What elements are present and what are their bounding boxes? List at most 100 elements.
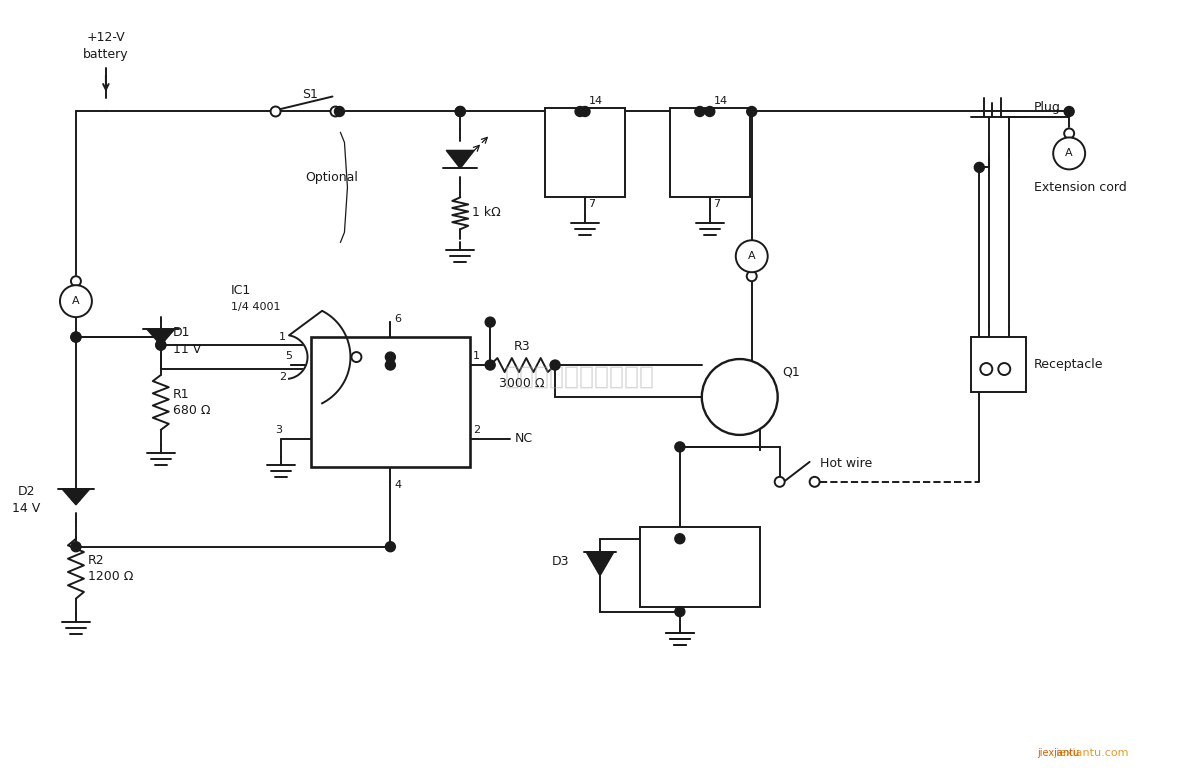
Text: battery: battery [83,48,128,61]
Circle shape [385,542,395,552]
Circle shape [156,340,166,350]
Bar [640,527,760,607]
Circle shape [980,363,992,375]
Circle shape [455,106,466,117]
Text: Optional: Optional [306,171,359,184]
Polygon shape [146,329,175,345]
Text: 4001: 4001 [568,155,602,169]
Text: 14: 14 [589,96,604,106]
Text: D1: D1 [173,326,191,339]
Text: jiexiantu.com: jiexiantu.com [1054,748,1129,758]
Circle shape [702,359,778,435]
Text: jiexiantu: jiexiantu [1037,748,1079,758]
Circle shape [550,360,560,370]
Circle shape [71,276,80,286]
Circle shape [71,542,80,552]
Text: K1: K1 [716,545,733,558]
Circle shape [270,106,281,117]
Text: Q1: Q1 [782,365,800,378]
Text: 2: 2 [473,425,480,435]
Text: Plug: Plug [1034,101,1061,114]
Text: Extension cord: Extension cord [1034,181,1127,193]
Circle shape [1064,106,1074,117]
Text: N 0: N 0 [714,565,736,578]
Text: 5: 5 [286,351,293,361]
Text: R1: R1 [173,388,190,402]
Bar [971,337,1026,392]
Circle shape [71,332,80,342]
Bar [311,337,470,467]
Circle shape [674,534,685,544]
Bar [670,107,750,197]
Text: R2: R2 [88,554,104,567]
Circle shape [385,352,395,362]
Text: 1/4 4001: 1/4 4001 [230,302,280,312]
Polygon shape [586,552,614,576]
Text: A: A [748,251,756,261]
Text: 3: 3 [364,341,371,351]
Circle shape [746,271,757,281]
Text: IC1: IC1 [574,135,596,149]
Circle shape [385,360,395,370]
Text: Hot wire: Hot wire [820,457,872,470]
Circle shape [156,332,166,342]
Circle shape [1064,128,1074,138]
Circle shape [485,317,496,327]
Text: 14 V: 14 V [12,502,40,515]
Circle shape [1054,138,1085,169]
Text: 1200 Ω: 1200 Ω [88,570,133,584]
Text: Q: Q [437,352,448,366]
Circle shape [674,442,685,452]
Text: 杭州将睿科技有限公司: 杭州将睿科技有限公司 [505,365,655,389]
Text: S: S [386,342,395,356]
Circle shape [60,285,92,317]
Circle shape [775,477,785,487]
Circle shape [485,360,496,370]
Text: 4013: 4013 [692,155,727,169]
Text: 3: 3 [276,425,282,435]
Circle shape [974,162,984,172]
Text: IC2: IC2 [379,380,402,394]
Text: 6: 6 [395,314,401,324]
Text: 1: 1 [473,351,480,361]
Circle shape [575,106,586,117]
Circle shape [746,106,757,117]
Circle shape [704,106,715,117]
Text: A: A [72,296,79,306]
Circle shape [352,352,361,362]
Circle shape [71,492,80,502]
Circle shape [455,106,466,117]
Text: $\bar{Q}$: $\bar{Q}$ [436,430,449,448]
Text: NC: NC [515,433,533,445]
Text: 1: 1 [280,332,286,342]
Text: D3: D3 [551,556,569,568]
Text: 7: 7 [713,200,720,209]
Text: D2: D2 [17,486,35,498]
Text: 2: 2 [278,372,286,382]
Text: C: C [334,432,343,446]
Text: 1/2 4013: 1/2 4013 [362,400,418,413]
Text: 11 V: 11 V [173,343,202,356]
Circle shape [156,340,166,350]
Text: 1 kΩ: 1 kΩ [473,206,500,219]
Text: IC2: IC2 [698,135,721,149]
Text: 3000 Ω: 3000 Ω [499,377,545,390]
Circle shape [674,607,685,617]
Text: D: D [334,352,344,366]
Circle shape [335,106,344,117]
Polygon shape [62,489,90,505]
Text: +12-V: +12-V [86,31,125,44]
Text: 4: 4 [395,480,402,490]
Text: A: A [1066,148,1073,159]
Circle shape [330,106,341,117]
Circle shape [810,477,820,487]
Bar [545,107,625,197]
Polygon shape [289,311,350,403]
Circle shape [998,363,1010,375]
Polygon shape [446,151,474,169]
Text: 7: 7 [588,200,595,209]
Text: R3: R3 [514,340,530,353]
Text: 14: 14 [714,96,728,106]
Circle shape [736,240,768,272]
Text: 680 Ω: 680 Ω [173,405,210,417]
